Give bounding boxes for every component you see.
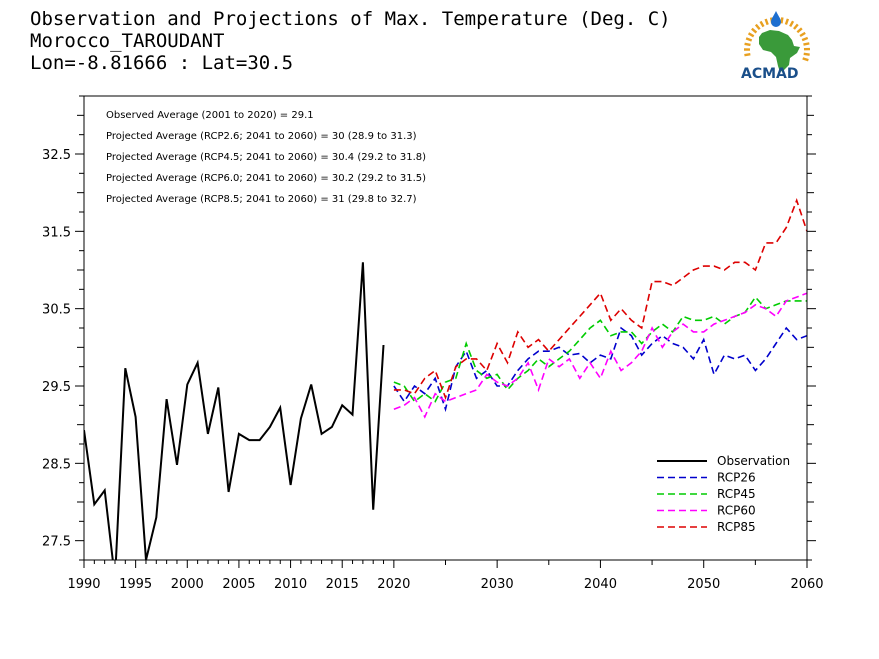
y-tick-label: 29.5 xyxy=(42,380,71,395)
sun-ray xyxy=(744,53,751,57)
x-tick-label: 2010 xyxy=(274,577,307,592)
legend-label: RCP60 xyxy=(717,504,756,518)
average-note: Projected Average (RCP2.6; 2041 to 2060)… xyxy=(106,131,417,142)
sun-ray xyxy=(751,27,758,34)
sun-ray xyxy=(780,17,784,24)
sun-ray xyxy=(803,52,810,56)
sun-ray xyxy=(764,18,769,26)
plot-frame xyxy=(83,95,808,561)
logo-text: ACMAD xyxy=(741,66,799,82)
average-note: Projected Average (RCP6.0; 2041 to 2060)… xyxy=(106,173,426,184)
y-tick-label: 27.5 xyxy=(42,535,71,550)
legend-label: Observation xyxy=(717,454,790,468)
y-tick-label: 28.5 xyxy=(42,457,71,472)
chart-title: Observation and Projections of Max. Temp… xyxy=(30,8,671,74)
sun-ray xyxy=(759,20,765,28)
legend: Observation RCP26 RCP45 RCP60 RCP85 xyxy=(657,454,790,534)
sun-ray xyxy=(745,37,753,42)
x-tick-label: 2000 xyxy=(171,577,204,592)
x-tick-label: 2030 xyxy=(481,577,514,592)
sun-ray xyxy=(789,20,795,28)
sun-ray xyxy=(754,23,761,31)
x-tick-label: 2060 xyxy=(790,577,823,592)
plot-area: 27.5 28.5 29.5 30.5 31.5 32.5 1990 1995 2000 2005… xyxy=(42,95,824,592)
water-drop-icon xyxy=(771,11,781,27)
x-tick-label: 2020 xyxy=(377,577,410,592)
average-note: Projected Average (RCP4.5; 2041 to 2060)… xyxy=(106,152,426,163)
y-tick-label: 30.5 xyxy=(42,303,71,318)
x-tick-label: 1995 xyxy=(119,577,152,592)
sun-ray xyxy=(784,18,790,25)
average-note: Observed Average (2001 to 2020) = 29.1 xyxy=(106,110,314,121)
sun-ray xyxy=(799,31,806,38)
legend-label: RCP85 xyxy=(717,520,756,534)
ticks-layer: 27.5 28.5 29.5 30.5 31.5 32.5 1990 1995 2000 2005… xyxy=(42,95,824,592)
legend-label: RCP26 xyxy=(717,471,756,485)
series-line-rcp85 xyxy=(393,198,807,400)
average-note: Projected Average (RCP8.5; 2041 to 2060)… xyxy=(106,194,417,205)
title-line-2: Morocco_TAROUDANT xyxy=(30,30,225,52)
series-line-rcp45 xyxy=(393,295,807,403)
sun-ray xyxy=(801,36,809,42)
sun-ray xyxy=(802,57,809,62)
title-line-3: Lon=-8.81666 : Lat=30.5 xyxy=(30,52,294,74)
sun-ray xyxy=(796,27,803,34)
x-tick-label: 2005 xyxy=(222,577,255,592)
x-tick-label: 2050 xyxy=(687,577,720,592)
sun-ray xyxy=(747,32,755,38)
title-line-1: Observation and Projections of Max. Temp… xyxy=(30,8,671,30)
acmad-logo: ACMAD xyxy=(741,11,811,82)
y-tick-label: 31.5 xyxy=(42,225,71,240)
sun-ray xyxy=(793,23,799,30)
x-tick-label: 1990 xyxy=(67,577,100,592)
series-line-rcp60 xyxy=(393,292,807,419)
sun-ray xyxy=(803,42,810,46)
notes-layer: Observed Average (2001 to 2020) = 29.1 Pr… xyxy=(106,110,426,205)
sun-ray xyxy=(744,42,751,47)
x-tick-label: 2040 xyxy=(584,577,617,592)
africa-map-icon xyxy=(759,30,800,72)
y-tick-label: 32.5 xyxy=(42,148,71,163)
series-layer xyxy=(84,198,807,560)
series-line-observation xyxy=(84,262,385,560)
legend-label: RCP45 xyxy=(717,487,756,501)
x-tick-label: 2015 xyxy=(326,577,359,592)
